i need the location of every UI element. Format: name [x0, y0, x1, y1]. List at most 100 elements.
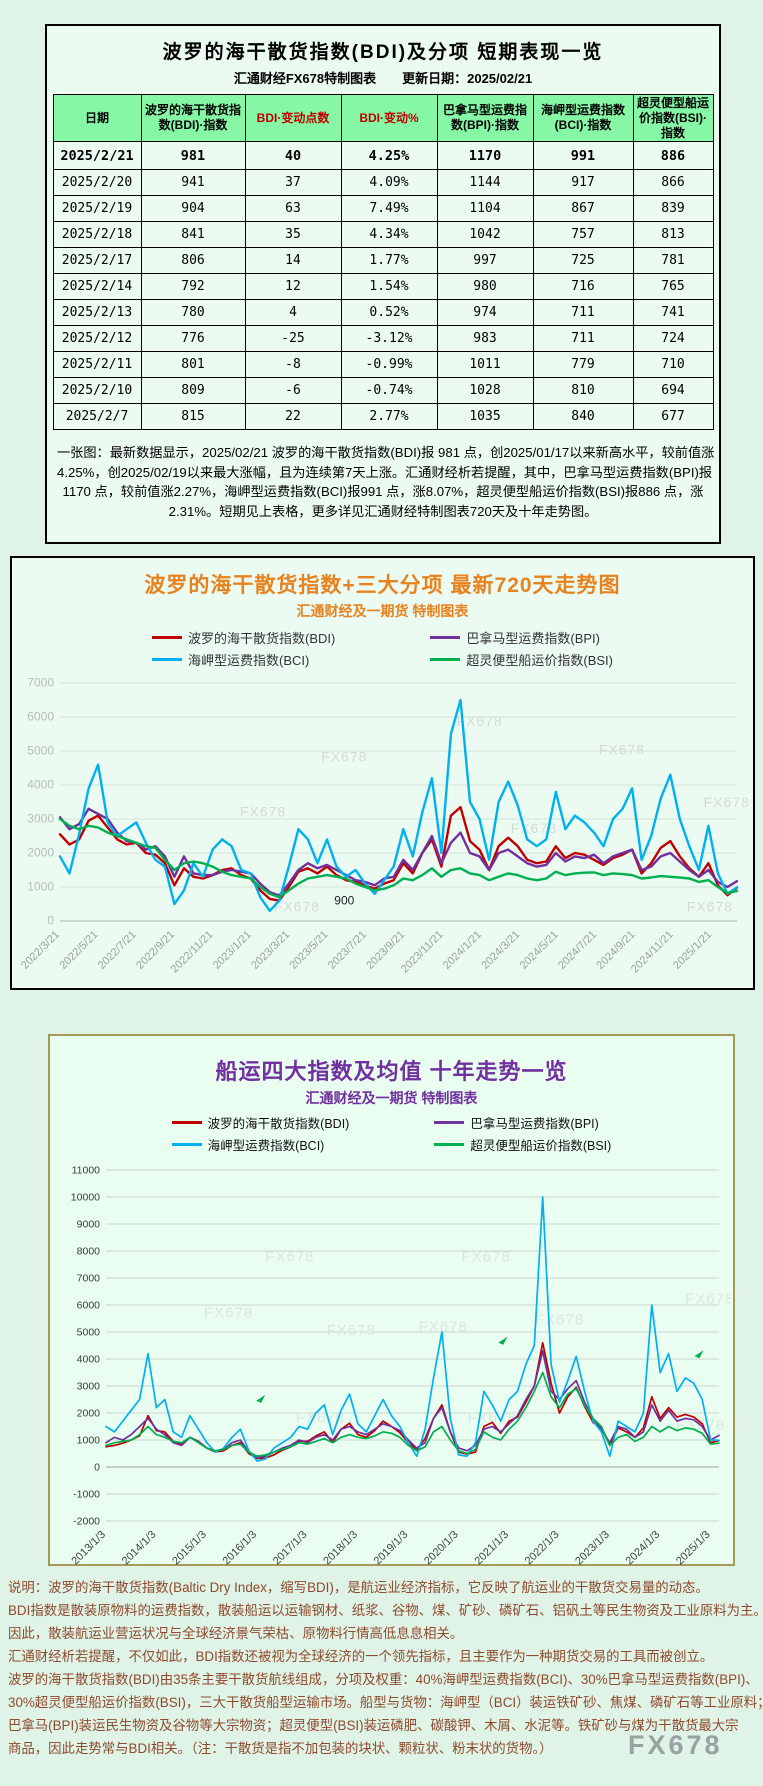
table-cell: 1170 — [436, 141, 534, 170]
x-tick-label: 2023/5/21 — [288, 929, 331, 972]
column-header: BDI·变动% — [340, 94, 438, 142]
legend-label: 海岬型运费指数(BCI) — [188, 653, 310, 668]
table-cell: 780 — [140, 299, 246, 326]
table-cell: 840 — [532, 403, 634, 430]
y-tick-label: 5000 — [27, 744, 54, 758]
chart-720d-subtitle: 汇通财经及一期货 特制图表 — [296, 603, 469, 619]
legend-item: 波罗的海干散货指数(BDI) — [152, 628, 335, 647]
column-header: 超灵便型船运价指数(BSI)·指数 — [632, 94, 714, 142]
watermark-text: FX678 — [461, 1248, 510, 1265]
table-cell: 711 — [532, 299, 634, 326]
legend-item: 巴拿马型运费指数(BPI) — [430, 628, 613, 647]
x-tick-label: 2023/11/21 — [399, 929, 446, 976]
watermark-text: FX678 — [685, 1290, 731, 1307]
x-tick-label: 2023/7/21 — [326, 929, 369, 972]
y-tick-label: -2000 — [73, 1516, 100, 1528]
watermark-text: FX678 — [535, 1311, 584, 1328]
marker-arrow — [498, 1336, 508, 1345]
table-cell: 1028 — [436, 377, 534, 404]
y-tick-label: 7000 — [27, 676, 54, 690]
table-row: 2025/2/18 841 35 4.34% 1042 757 813 — [52, 221, 714, 248]
table-cell: 1144 — [436, 169, 534, 196]
watermark-text: FX678 — [204, 1304, 253, 1321]
table-row: 2025/2/7 815 22 2.77% 1035 840 677 — [52, 403, 714, 430]
legend-label: 波罗的海干散货指数(BDI) — [188, 631, 336, 646]
table-cell: 917 — [532, 169, 634, 196]
column-header: 日期 — [52, 94, 142, 142]
y-tick-label: -1000 — [73, 1489, 100, 1501]
y-tick-label: 8000 — [77, 1246, 101, 1258]
chart-10y-title: 船运四大指数及均值 十年走势一览 — [215, 1059, 568, 1084]
y-tick-label: 0 — [94, 1462, 100, 1474]
table-cell: 776 — [140, 325, 246, 352]
table-cell: 1.77% — [340, 247, 438, 274]
trend-10y-panel: 船运四大指数及均值 十年走势一览 汇通财经及一期货 特制图表 波罗的海干散货指数… — [48, 1034, 735, 1568]
legend-swatch — [152, 636, 183, 639]
table-cell: 806 — [140, 247, 246, 274]
table-cell: 1104 — [436, 195, 534, 222]
annotation-label: 900 — [334, 893, 354, 907]
legend-swatch — [430, 636, 461, 639]
column-header: BDI·变动点数 — [244, 94, 342, 142]
table-cell: 841 — [140, 221, 246, 248]
table-cell: 40 — [244, 141, 342, 170]
description-line: 30%超灵便型船运价指数(BSI)，三大干散货船型运输市场。船型与货物：海岬型（… — [8, 1695, 763, 1710]
bdi-table-head: 日期 波罗的海干散货指数(BDI)·指数 BDI·变动点数 BDI·变动% 巴拿马型运费… — [52, 94, 714, 142]
table-cell: 4 — [244, 299, 342, 326]
legend-swatch — [171, 1143, 202, 1146]
table-cell: 2025/2/11 — [52, 351, 142, 378]
legend-item: 超灵便型船运价指数(BSI) — [430, 650, 613, 669]
table-cell: 2025/2/17 — [52, 247, 142, 274]
legend-item: 海岬型运费指数(BCI) — [171, 1135, 350, 1154]
x-tick-label: 2022/3/21 — [19, 929, 62, 972]
table-row: 2025/2/12 776 -25 -3.12% 983 711 724 — [52, 325, 714, 352]
table-row: 2025/2/17 806 14 1.77% 997 725 781 — [52, 247, 714, 274]
table-cell: -6 — [244, 377, 342, 404]
y-tick-label: 10000 — [71, 1192, 100, 1204]
table-cell: 711 — [532, 325, 634, 352]
table-cell: 1011 — [436, 351, 534, 378]
trend-720d-panel: 波罗的海干散货指数+三大分项 最新720天走势图 汇通财经及一期货 特制图表 波… — [10, 556, 755, 990]
table-cell: 867 — [532, 195, 634, 222]
legend-swatch — [434, 1121, 465, 1124]
table-cell: 1.54% — [340, 273, 438, 300]
watermark-text: FX678 — [457, 713, 503, 729]
watermark-text: FX678 — [599, 741, 645, 757]
description-line: 汇通财经析若提醒，不仅如此，BDI指数还被视为全球经济的一个领先指标，且主要作为… — [8, 1649, 714, 1664]
table-cell: 4.09% — [340, 169, 438, 196]
table-cell: -25 — [244, 325, 342, 352]
table-cell: 2025/2/12 — [52, 325, 142, 352]
table-row: 2025/2/13 780 4 0.52% 974 711 741 — [52, 299, 714, 326]
note-line: 1170 点，较前值涨2.27%，海岬型运费指数(BCI)报991 点，涨8.0… — [62, 484, 704, 499]
watermark-text: FX678 — [274, 899, 320, 915]
chart-10y-legend: 波罗的海干散货指数(BDI) 巴拿马型运费指数(BPI) 海岬型运费指数(BCI) 超… — [50, 1113, 733, 1154]
x-tick-label: 2013/1/3 — [69, 1529, 108, 1568]
legend-label: 波罗的海干散货指数(BDI) — [207, 1117, 350, 1131]
table-cell: 1042 — [436, 221, 534, 248]
x-tick-label: 2014/1/3 — [120, 1529, 159, 1568]
description-line: 商品，因此走势常与BDI相关。（注：干散货是指不加包装的块状、颗粒状、粉末状的货… — [8, 1741, 553, 1756]
table-cell: 981 — [140, 141, 246, 170]
table-row: 2025/2/10 809 -6 -0.74% 1028 810 694 — [52, 377, 714, 404]
chart-10y-subtitle: 汇通财经及一期货 特制图表 — [305, 1090, 478, 1106]
legend-label: 巴拿马型运费指数(BPI) — [470, 1117, 599, 1131]
table-source-line: 汇通财经FX678特制图表 更新日期：2025/02/21 — [233, 71, 533, 86]
y-tick-label: 4000 — [27, 778, 54, 792]
watermark-text: FX678 — [321, 749, 367, 765]
chart-720d-title: 波罗的海干散货指数+三大分项 最新720天走势图 — [144, 574, 621, 597]
y-tick-label: 11000 — [72, 1165, 101, 1177]
x-tick-label: 2020/1/3 — [422, 1529, 461, 1568]
table-cell: 2025/2/21 — [52, 141, 142, 170]
x-tick-label: 2025/1/21 — [671, 929, 714, 972]
legend-item: 波罗的海干散货指数(BDI) — [171, 1113, 350, 1132]
table-cell: 716 — [532, 273, 634, 300]
x-tick-label: 2019/1/3 — [372, 1529, 411, 1568]
x-tick-label: 2018/1/3 — [321, 1529, 360, 1568]
y-tick-label: 4000 — [77, 1354, 101, 1366]
x-tick-label: 2017/1/3 — [271, 1529, 310, 1568]
table-cell: 4.25% — [340, 141, 438, 170]
table-cell: 980 — [436, 273, 534, 300]
table-cell: 810 — [532, 377, 634, 404]
table-cell: 941 — [140, 169, 246, 196]
bdi-short-term-panel: 波罗的海干散货指数(BDI)及分项 短期表现一览 汇通财经FX678特制图表 更… — [45, 24, 721, 544]
